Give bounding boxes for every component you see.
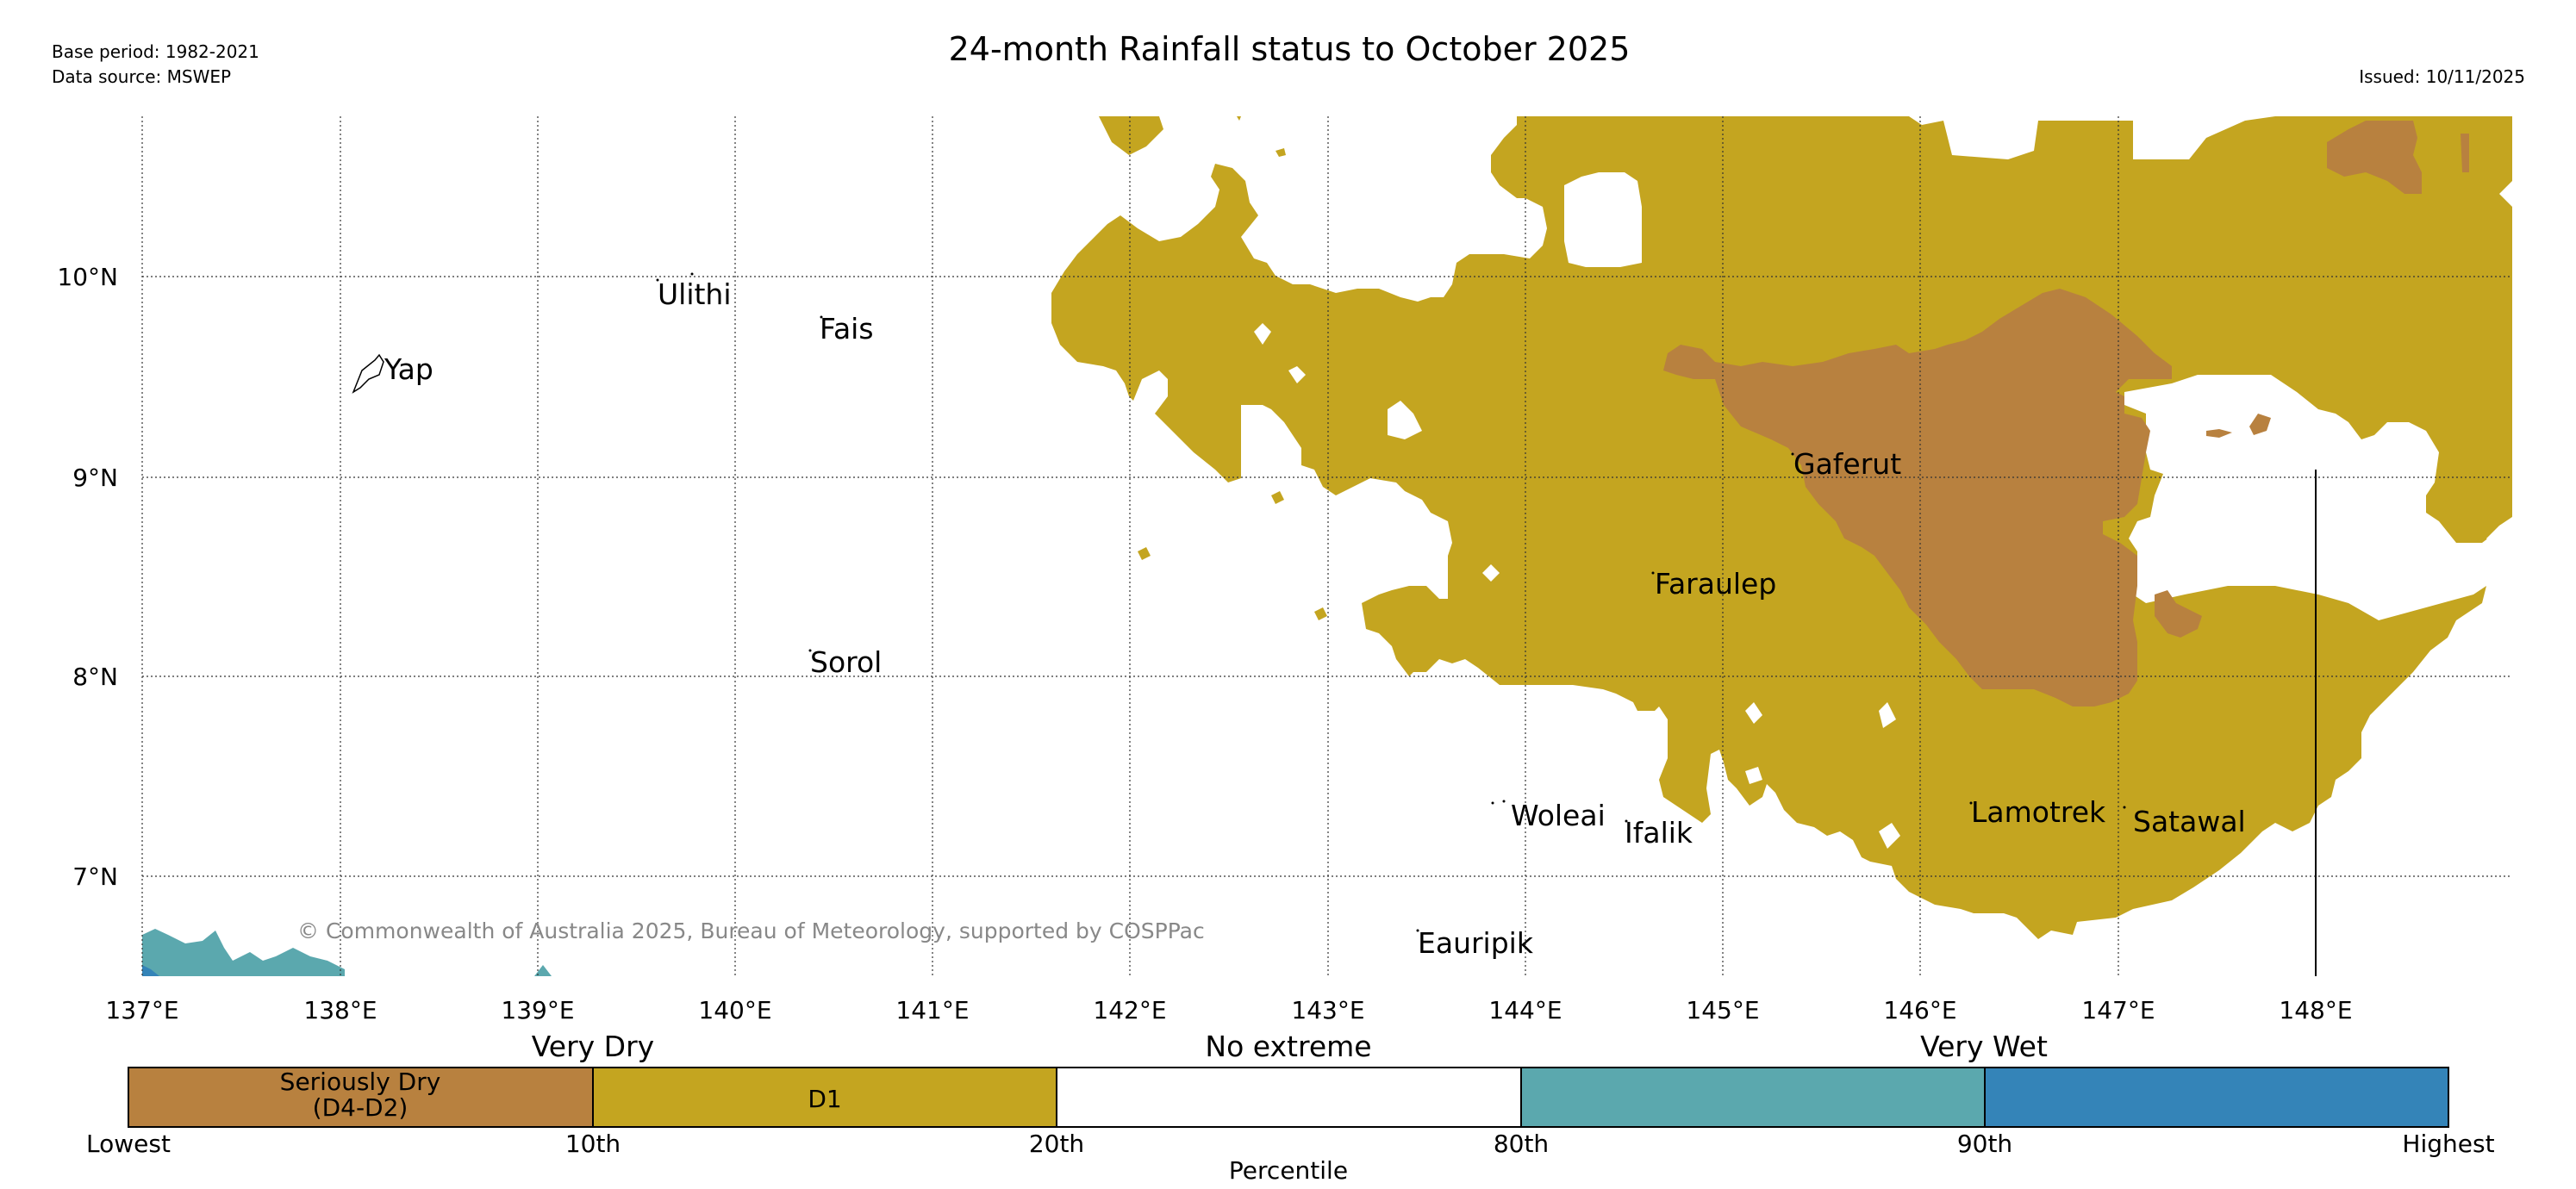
island-label-sorol: Sorol [810,645,882,679]
legend-tick-label: 20th [1029,1130,1084,1158]
island-label-gaferut: Gaferut [1793,447,1901,481]
legend-axis-label: Percentile [1229,1156,1348,1185]
legend-swatch-wet [1521,1068,1985,1127]
legend-swatch-seriously-dry [128,1068,593,1127]
copyright-notice: © Commonwealth of Australia 2025, Bureau… [297,918,1205,943]
lon-label: 139°E [501,996,574,1024]
d1-region [1051,116,2512,939]
lon-label: 140°E [698,996,771,1024]
legend-tick-label: Highest [2402,1130,2494,1158]
legend-tick-label: 90th [1957,1130,2012,1158]
legend-tick-label: Lowest [86,1130,171,1158]
longitude-labels: 137°E 138°E 139°E 140°E 141°E 142°E 143°… [105,996,2352,1024]
lon-label: 144°E [1488,996,1562,1024]
lon-label: 145°E [1686,996,1759,1024]
data-source: Data source: MSWEP [52,66,231,87]
island-label-yap: Yap [384,352,433,386]
island-label-satawal: Satawal [2133,805,2246,838]
lon-label: 146°E [1883,996,1956,1024]
lon-label: 148°E [2279,996,2352,1024]
island-label-eauripik: Eauripik [1418,926,1534,960]
map-title: 24-month Rainfall status to October 2025 [949,30,1631,68]
legend-swatch-no-extreme [1057,1068,1521,1127]
legend-swatch-d1 [593,1068,1057,1127]
issued-date: Issued: 10/11/2025 [2359,66,2525,87]
lon-label: 138°E [303,996,377,1024]
base-period: Base period: 1982-2021 [52,41,259,62]
map-area: Yap Ulithi Fais Sorol Gaferut Faraulep W… [57,116,2512,1024]
island-label-faraulep: Faraulep [1655,567,1776,601]
legend-category-label: Seriously Dry [280,1068,441,1096]
legend-tick-label: 10th [565,1130,621,1158]
latitude-labels: 10°N 9°N 8°N 7°N [57,263,118,891]
lon-label: 141°E [895,996,969,1024]
legend-category-label: (D4-D2) [313,1093,409,1122]
island-markers [352,272,2126,932]
island-label-ulithi: Ulithi [658,277,732,311]
seriously-dry-region [1663,121,2469,707]
lat-label: 9°N [72,464,118,492]
island-label-ifalik: Ifalik [1625,816,1693,850]
legend-swatch-very-wet [1985,1068,2448,1127]
island-label-fais: Fais [820,312,874,345]
lon-label: 147°E [2081,996,2155,1024]
legend-tick-label: 80th [1494,1130,1549,1158]
island-label-lamotrek: Lamotrek [1971,795,2106,829]
lat-label: 10°N [57,263,118,291]
gridlines [141,116,2512,976]
legend: Very Dry No extreme Very Wet Seriously D… [86,1030,2495,1185]
legend-category-label: D1 [808,1085,841,1113]
legend-group-very-dry: Very Dry [532,1030,654,1063]
lat-label: 7°N [72,862,118,891]
legend-group-no-extreme: No extreme [1205,1030,1371,1063]
lat-label: 8°N [72,663,118,691]
legend-group-very-wet: Very Wet [1920,1030,2048,1063]
lon-label: 137°E [105,996,178,1024]
island-label-woleai: Woleai [1511,799,1606,832]
very-wet-region [142,929,552,976]
lon-label: 142°E [1093,996,1166,1024]
lon-label: 143°E [1291,996,1364,1024]
